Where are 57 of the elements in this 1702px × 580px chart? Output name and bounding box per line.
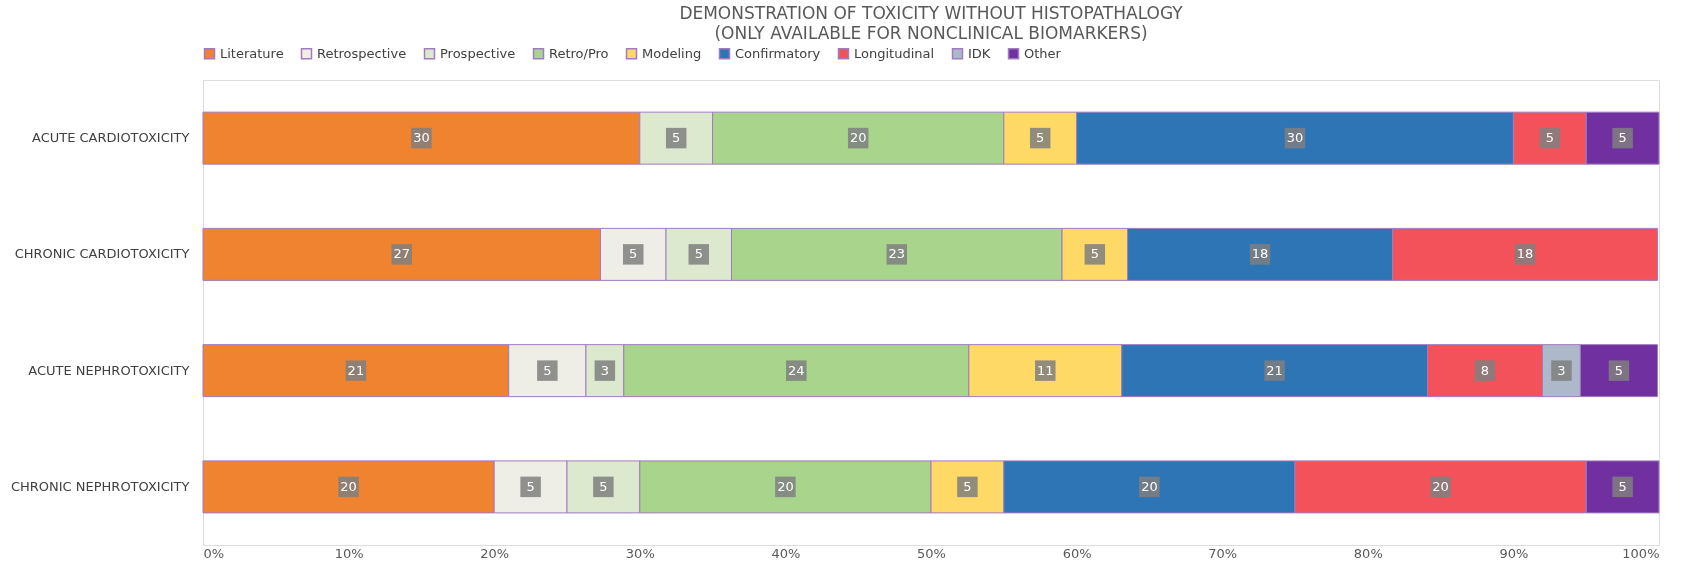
data-label: 5 bbox=[1036, 130, 1045, 146]
x-tick-label: 60% bbox=[1062, 545, 1092, 561]
data-label: 20 bbox=[1432, 478, 1449, 494]
x-tick-label: 30% bbox=[625, 545, 655, 561]
x-tick-label: 20% bbox=[480, 545, 510, 561]
data-label: 30 bbox=[413, 130, 430, 146]
legend-label: IDK bbox=[968, 45, 991, 61]
data-label: 18 bbox=[1251, 246, 1269, 262]
data-label: 5 bbox=[526, 478, 535, 494]
data-label: 21 bbox=[347, 362, 365, 378]
data-label: 21 bbox=[1266, 362, 1283, 378]
data-label: 5 bbox=[1618, 478, 1627, 494]
legend-label: Confirmatory bbox=[735, 45, 821, 61]
data-label: 3 bbox=[1557, 362, 1566, 378]
data-label: 3 bbox=[600, 362, 609, 378]
data-label: 5 bbox=[963, 478, 972, 494]
y-tick-label: CHRONIC NEPHROTOXICITY bbox=[10, 478, 190, 494]
data-label: 5 bbox=[1614, 362, 1624, 378]
legend-label: Modeling bbox=[642, 45, 702, 61]
data-label: 5 bbox=[543, 362, 552, 378]
x-tick-label: 100% bbox=[1622, 545, 1660, 561]
legend-label: Retro/Pro bbox=[549, 45, 609, 61]
x-tick-label: 0% bbox=[203, 545, 225, 561]
data-label: 5 bbox=[694, 246, 703, 262]
x-tick-label: 90% bbox=[1499, 545, 1529, 561]
y-tick-label: ACUTE NEPHROTOXICITY bbox=[28, 362, 190, 378]
x-tick-label: 10% bbox=[334, 545, 364, 561]
legend-label: Retrospective bbox=[317, 45, 407, 61]
legend-label: Literature bbox=[220, 45, 284, 61]
data-label: 23 bbox=[888, 246, 906, 262]
legend-label: Prospective bbox=[440, 45, 516, 61]
legend-label: Other bbox=[1024, 45, 1062, 61]
data-label: 5 bbox=[1545, 130, 1554, 146]
data-label: 8 bbox=[1480, 362, 1490, 378]
data-label: 27 bbox=[393, 246, 411, 262]
x-tick-label: 40% bbox=[771, 545, 801, 561]
x-tick-label: 80% bbox=[1353, 545, 1383, 561]
data-label: 5 bbox=[1618, 130, 1627, 146]
data-label: 5 bbox=[672, 130, 681, 146]
data-label: 5 bbox=[629, 246, 638, 262]
chart-title: DEMONSTRATION OF TOXICITY WITHOUT HISTOPATHALOGY bbox=[679, 3, 1184, 23]
data-label: 11 bbox=[1037, 362, 1054, 378]
data-label: 20 bbox=[849, 130, 867, 146]
data-label: 5 bbox=[599, 478, 608, 494]
y-tick-label: CHRONIC CARDIOTOXICITY bbox=[14, 246, 190, 262]
legend-label: Longitudinal bbox=[854, 45, 935, 61]
data-label: 24 bbox=[788, 362, 805, 378]
data-label: 5 bbox=[1090, 246, 1099, 262]
x-tick-label: 50% bbox=[917, 545, 946, 561]
data-label: 20 bbox=[777, 478, 794, 494]
data-label: 20 bbox=[1141, 478, 1158, 494]
y-tick-label: ACUTE CARDIOTOXICITY bbox=[32, 130, 190, 146]
chart-subtitle: (ONLY AVAILABLE FOR NONCLINICAL BIOMARKERS) bbox=[714, 23, 1148, 43]
data-label: 30 bbox=[1286, 130, 1304, 146]
data-label: 20 bbox=[340, 478, 357, 494]
data-label: 18 bbox=[1516, 246, 1534, 262]
x-tick-label: 70% bbox=[1208, 545, 1238, 561]
